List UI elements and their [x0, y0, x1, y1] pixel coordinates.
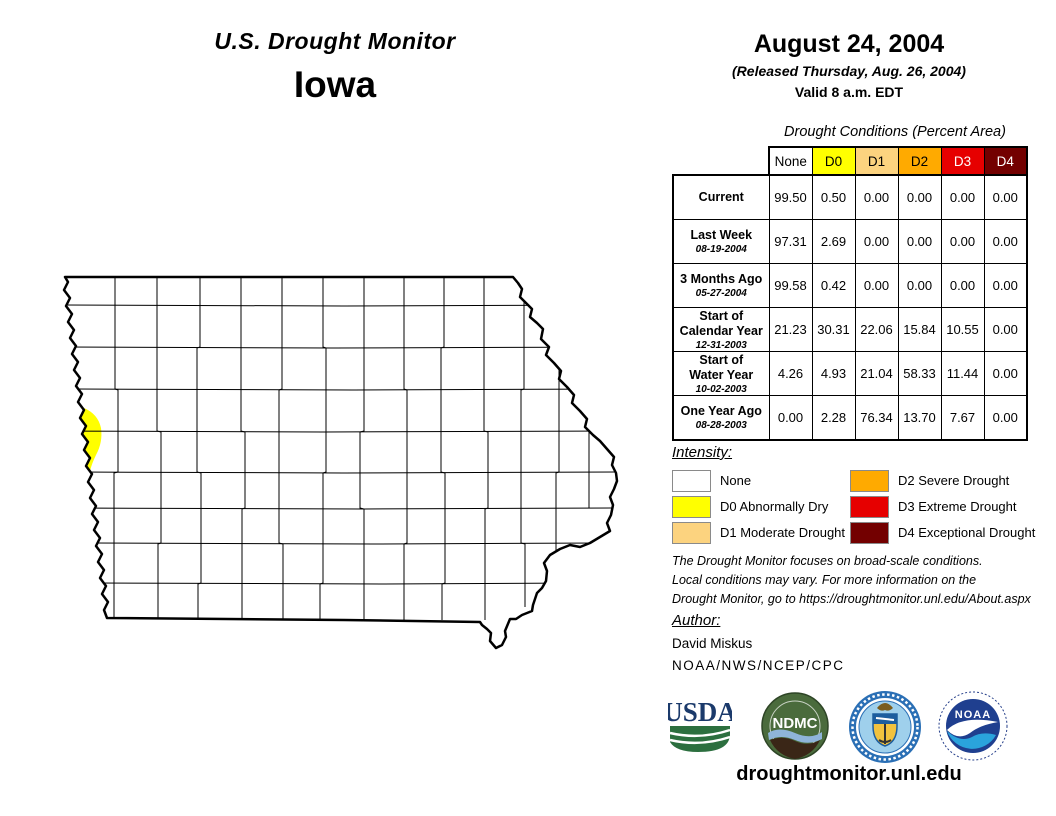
report-title: U.S. Drought Monitor — [214, 28, 456, 54]
cell-value: 13.70 — [897, 395, 942, 441]
d2-swatch — [850, 469, 889, 492]
cell-value: 0.00 — [983, 351, 1028, 396]
cell-value: 0.00 — [983, 307, 1028, 352]
legend-item-d1: D1 Moderate Drought — [672, 521, 850, 544]
cell-value: 11.44 — [940, 351, 985, 396]
cell-value: 0.00 — [897, 174, 942, 220]
cell-value: 0.00 — [940, 174, 985, 220]
table-corner-cell — [673, 147, 770, 176]
cell-value: 0.00 — [854, 263, 899, 308]
none-swatch — [672, 469, 711, 492]
released-date: (Released Thursday, Aug. 26, 2004) — [732, 63, 966, 79]
d4-swatch — [850, 521, 889, 544]
cell-value: 0.50 — [811, 174, 856, 220]
cell-value: 0.00 — [983, 263, 1028, 308]
cell-value: 21.04 — [854, 351, 899, 396]
left-header: U.S. Drought Monitor Iowa — [110, 28, 560, 106]
d0-swatch — [672, 495, 711, 518]
cell-value: 0.00 — [983, 395, 1028, 441]
cell-value: 0.00 — [854, 174, 899, 220]
site-url: droughtmonitor.unl.edu — [736, 763, 962, 785]
cell-value: 2.28 — [811, 395, 856, 441]
legend-item-d2: D2 Severe Drought — [850, 469, 1035, 492]
author-block: Author: David Miskus NOAA/NWS/NCEP/CPC — [672, 612, 845, 673]
cell-value: 2.69 — [811, 219, 856, 264]
row-label: 3 Months Ago 05-27-2004 — [672, 263, 770, 308]
cell-value: 21.23 — [768, 307, 813, 352]
cell-value: 0.00 — [940, 219, 985, 264]
cell-value: 0.00 — [897, 219, 942, 264]
cell-value: 0.00 — [854, 219, 899, 264]
cell-value: 99.50 — [768, 174, 813, 220]
d1-swatch — [672, 521, 711, 544]
disclaimer-text: The Drought Monitor focuses on broad-sca… — [672, 554, 1031, 606]
table-row-last-week: Last Week 08-19-2004 97.31 2.69 0.00 0.0… — [672, 219, 1028, 264]
col-header-none: None — [768, 146, 813, 176]
table-caption: Drought Conditions (Percent Area) — [784, 124, 1006, 140]
table-row-3-months-ago: 3 Months Ago 05-27-2004 99.58 0.42 0.00 … — [672, 263, 1028, 308]
cell-value: 4.26 — [768, 351, 813, 396]
iowa-map-svg — [62, 275, 619, 650]
cell-value: 0.00 — [940, 263, 985, 308]
cell-value: 22.06 — [854, 307, 899, 352]
state-outline — [62, 275, 619, 650]
col-header-d2: D2 — [897, 146, 942, 176]
cell-value: 15.84 — [897, 307, 942, 352]
cell-value: 10.55 — [940, 307, 985, 352]
legend-item-d4: D4 Exceptional Drought — [850, 521, 1035, 544]
date-block: August 24, 2004 (Released Thursday, Aug.… — [672, 30, 1026, 100]
intensity-legend: Intensity: None D0 Abnormally Dry D1 Mod… — [672, 444, 1035, 544]
cell-value: 0.00 — [897, 263, 942, 308]
table-row-one-year-ago: One Year Ago 08-28-2003 0.00 2.28 76.34 … — [672, 395, 1028, 441]
row-label: One Year Ago 08-28-2003 — [672, 395, 770, 441]
state-name: Iowa — [293, 64, 377, 105]
cell-value: 99.58 — [768, 263, 813, 308]
legend-item-d0: D0 Abnormally Dry — [672, 495, 850, 518]
cell-value: 4.93 — [811, 351, 856, 396]
cell-value: 97.31 — [768, 219, 813, 264]
author-heading: Author: — [672, 612, 721, 629]
d3-swatch — [850, 495, 889, 518]
map-date: August 24, 2004 — [753, 30, 945, 58]
cell-value: 30.31 — [811, 307, 856, 352]
county-lines — [64, 277, 617, 620]
svg-text:USDA: USDA — [668, 698, 732, 727]
author-org: NOAA/NWS/NCEP/CPC — [672, 658, 845, 673]
col-header-d1: D1 — [854, 146, 899, 176]
table-row-current: Current 99.50 0.50 0.00 0.00 0.00 0.00 — [672, 174, 1028, 220]
legend-heading: Intensity: — [672, 444, 733, 461]
legend-item-d3: D3 Extreme Drought — [850, 495, 1035, 518]
noaa-logo: NOAA — [938, 691, 1008, 766]
state-fill — [64, 277, 617, 648]
svg-text:NDMC: NDMC — [773, 715, 818, 732]
col-header-d4: D4 — [983, 146, 1028, 176]
cell-value: 76.34 — [854, 395, 899, 441]
table-header-row: None D0 D1 D2 D3 D4 — [673, 146, 1028, 176]
row-label: Last Week 08-19-2004 — [672, 219, 770, 264]
cell-value: 58.33 — [897, 351, 942, 396]
table-row-start-water-year: Start of Water Year 10-02-2003 4.26 4.93… — [672, 351, 1028, 396]
cell-value: 0.00 — [983, 174, 1028, 220]
legend-item-none: None — [672, 469, 850, 492]
valid-time: Valid 8 a.m. EDT — [794, 84, 904, 100]
row-label: Start of Calendar Year 12-31-2003 — [672, 307, 770, 352]
row-label: Current — [672, 174, 770, 220]
ndmc-logo: NDMC — [761, 692, 829, 765]
usda-logo: USDA — [663, 697, 737, 761]
table-row-start-calendar-year: Start of Calendar Year 12-31-2003 21.23 … — [672, 307, 1028, 352]
row-label: Start of Water Year 10-02-2003 — [672, 351, 770, 396]
commerce-seal-logo — [848, 690, 922, 769]
cell-value: 0.00 — [983, 219, 1028, 264]
cell-value: 7.67 — [940, 395, 985, 441]
drought-conditions-table: None D0 D1 D2 D3 D4 Current 99.50 0.50 0… — [672, 146, 1028, 441]
cell-value: 0.42 — [811, 263, 856, 308]
col-header-d0: D0 — [811, 146, 856, 176]
cell-value: 0.00 — [768, 395, 813, 441]
svg-text:NOAA: NOAA — [955, 709, 991, 721]
iowa-drought-map — [44, 262, 644, 652]
col-header-d3: D3 — [940, 146, 985, 176]
author-name: David Miskus — [672, 636, 753, 651]
